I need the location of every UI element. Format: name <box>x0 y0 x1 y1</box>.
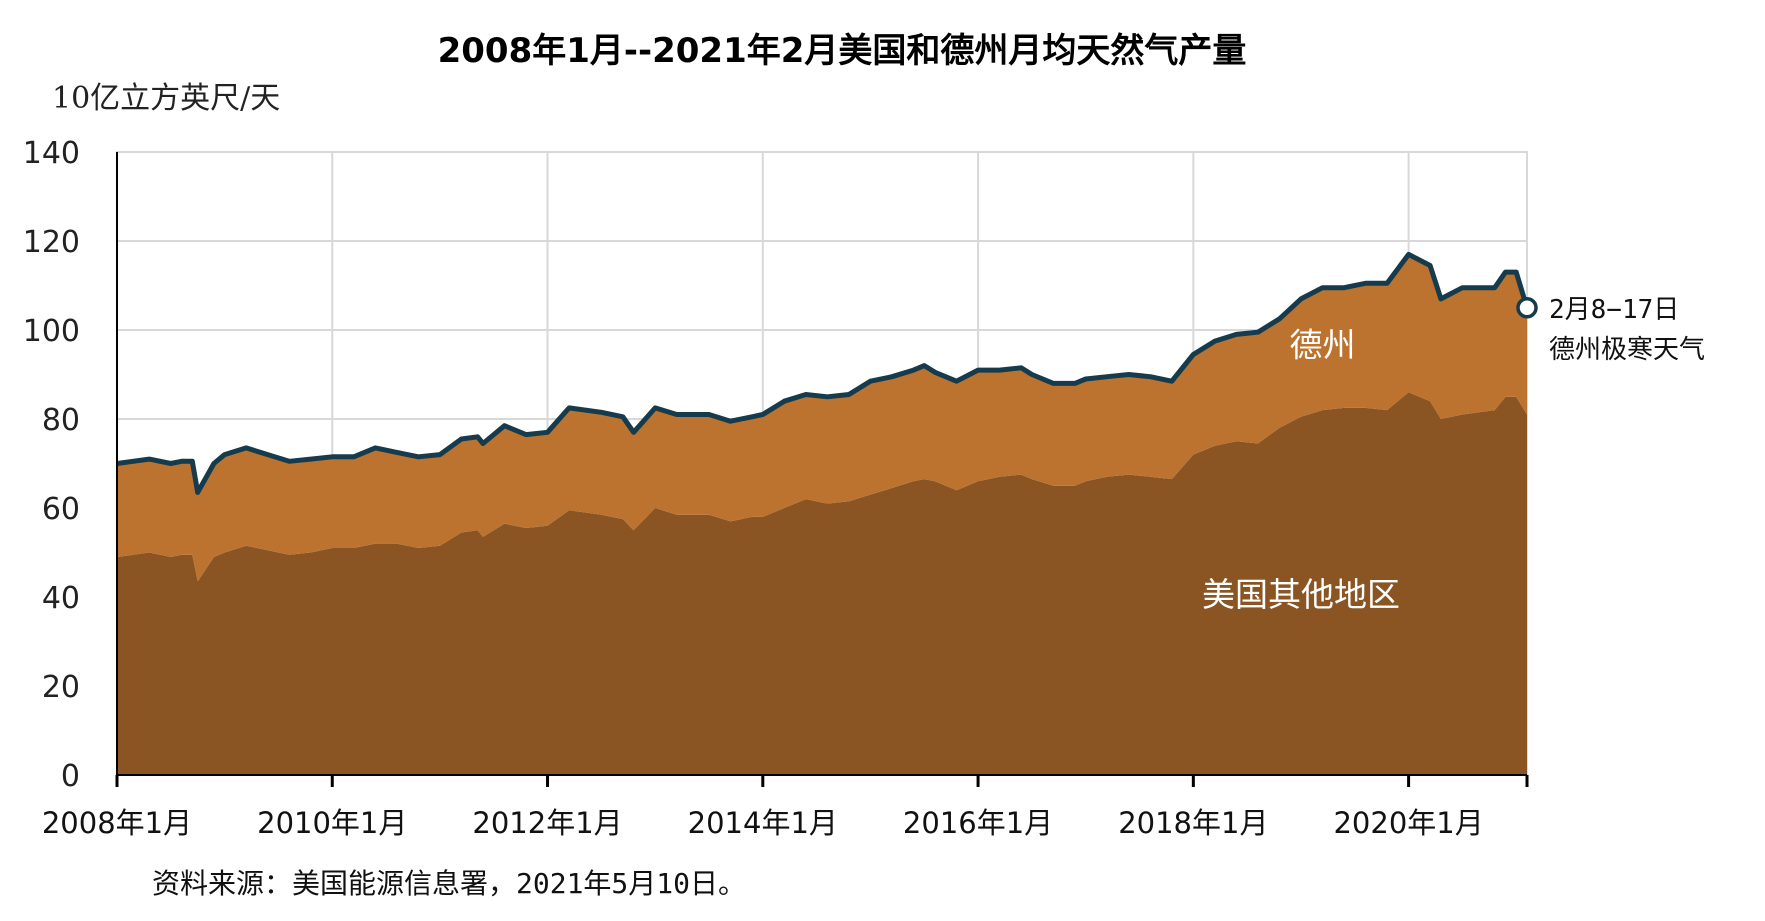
y-tick-label: 0 <box>61 759 80 794</box>
x-tick-label: 2018年1月 <box>1118 806 1268 840</box>
y-axis-unit-label: 10亿立方英尺/天 <box>52 81 280 116</box>
x-tick-label: 2020年1月 <box>1333 806 1483 840</box>
chart-title: 2008年1月--2021年2月美国和德州月均天然气产量 <box>438 31 1247 71</box>
x-tick-labels: 2008年1月 2010年1月 2012年1月 2014年1月 2016年1月 2018年… <box>42 806 1484 840</box>
y-tick-label: 80 <box>42 403 80 438</box>
x-tick-label: 2010年1月 <box>257 806 407 840</box>
axes <box>115 152 1529 787</box>
y-tick-label: 140 <box>23 136 80 171</box>
x-tick-label: 2016年1月 <box>903 806 1053 840</box>
area-rest-of-us <box>117 392 1527 775</box>
x-tick-label: 2012年1月 <box>472 806 622 840</box>
area-layers <box>116 251 1530 775</box>
x-tick-label: 2014年1月 <box>688 806 838 840</box>
area-texas <box>117 254 1527 582</box>
y-tick-label: 120 <box>23 225 80 260</box>
area-label: 德州 <box>1289 326 1355 365</box>
source-note: 资料来源：美国能源信息署，2021年5月10日。 <box>152 867 746 900</box>
annotation-text: 德州极寒天气 <box>1549 335 1705 365</box>
annotation-text: 2月8−17日 <box>1549 295 1679 325</box>
annotation-marker <box>1516 297 1538 319</box>
y-tick-labels: 0 20 40 60 80 100 120 140 <box>23 136 80 794</box>
total-line <box>116 251 1530 495</box>
y-tick-label: 40 <box>42 581 80 616</box>
y-tick-label: 20 <box>42 670 80 705</box>
y-tick-label: 60 <box>42 492 80 527</box>
y-tick-label: 100 <box>23 314 80 349</box>
x-tick-label: 2008年1月 <box>42 806 192 840</box>
area-label: 美国其他地区 <box>1202 575 1400 614</box>
